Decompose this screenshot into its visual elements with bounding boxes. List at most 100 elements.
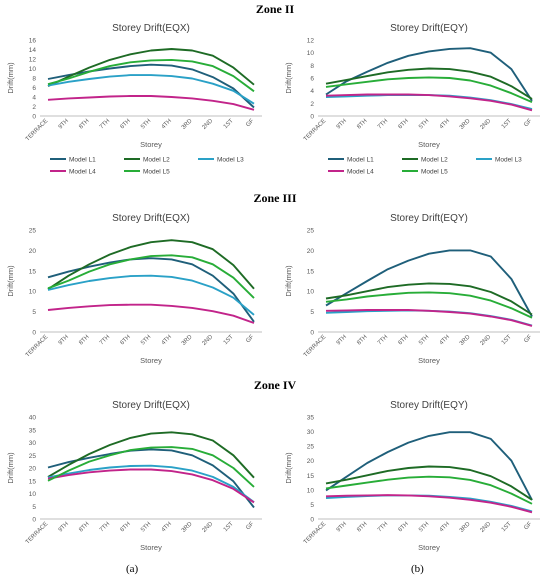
y-tick-label: 30 xyxy=(307,429,315,436)
y-tick-label: 10 xyxy=(29,491,37,498)
series-line-model-l5 xyxy=(325,291,533,319)
y-tick-label: 4 xyxy=(310,88,314,95)
y-tick-label: 0 xyxy=(310,517,314,524)
y-tick-label: 0 xyxy=(32,330,36,337)
series-line-model-l1 xyxy=(325,47,533,102)
chart-zone2-eqx: Storey Drift(EQX) 0 2 4 6 8 10 12 14 16 TERRACE 9TH… xyxy=(2,18,270,188)
legend-label-model-l5: Model L5 xyxy=(421,169,448,176)
x-tick-label: GF xyxy=(523,118,533,128)
y-tick-label: 6 xyxy=(310,76,314,83)
x-tick-label: 2ND xyxy=(479,521,492,534)
y-axis-label: Drift(mm) xyxy=(284,62,293,94)
y-tick-label: 5 xyxy=(310,502,314,509)
x-tick-label: GF xyxy=(523,521,533,531)
series-line-model-l4 xyxy=(325,309,533,327)
x-tick-label: 2ND xyxy=(479,334,492,347)
x-axis-label: Storey xyxy=(418,356,440,365)
chart-svg: Storey Drift(EQY) 0 5 10 15 20 25 TERRACE 9TH 8TH… xyxy=(284,213,540,365)
x-tick-label: 3RD xyxy=(459,118,472,131)
x-tick-label: TERRACE xyxy=(25,118,50,143)
chart-zone4-eqy: Storey Drift(EQY) 0 5 10 15 20 25 30 35 TERRACE 9T… xyxy=(280,395,548,555)
chart-svg: Storey Drift(EQX) 0 5 10 15 20 25 TERRACE 9TH 8TH… xyxy=(6,213,262,365)
x-tick-label: 9TH xyxy=(336,521,348,533)
chart-zone4-eqx: Storey Drift(EQX) 0 5 10 15 20 25 30 35 40 TERRACE… xyxy=(2,395,270,555)
chart-title: Storey Drift(EQX) xyxy=(112,400,190,411)
x-tick-label: 5TH xyxy=(418,521,430,533)
y-tick-label: 20 xyxy=(29,248,37,255)
x-tick-label: 1ST xyxy=(223,118,235,130)
x-tick-label: GF xyxy=(245,521,255,531)
x-tick-label: 4TH xyxy=(439,521,451,533)
series-line-model-l1 xyxy=(325,249,533,317)
y-tick-label: 6 xyxy=(32,85,36,92)
legend-label-model-l5: Model L5 xyxy=(143,169,170,176)
series-line-model-l4 xyxy=(325,93,533,112)
x-tick-label: 7TH xyxy=(377,118,389,130)
y-axis-label: Drift(mm) xyxy=(284,265,293,297)
x-tick-label: 6TH xyxy=(398,334,410,346)
x-tick-label: 4TH xyxy=(161,521,173,533)
x-tick-label: 8TH xyxy=(78,521,90,533)
series-line-model-l2 xyxy=(47,431,255,479)
y-tick-label: 25 xyxy=(307,228,315,235)
legend-label-model-l4: Model L4 xyxy=(347,169,374,176)
legend-label-model-l4: Model L4 xyxy=(69,169,96,176)
y-tick-label: 8 xyxy=(310,63,314,70)
y-tick-label: 8 xyxy=(32,76,36,83)
series-line-model-l5 xyxy=(47,58,255,93)
legend-label-model-l3: Model L3 xyxy=(217,157,244,164)
x-tick-label: TERRACE xyxy=(25,521,50,546)
zone-title-2: Zone II xyxy=(255,2,295,16)
legend-label-model-l3: Model L3 xyxy=(495,157,522,164)
series-line-model-l2 xyxy=(47,48,255,87)
series-line-model-l4 xyxy=(47,303,255,324)
series-line-model-l1 xyxy=(47,63,255,109)
series-line-model-l4 xyxy=(325,494,533,514)
x-tick-label: 4TH xyxy=(439,118,451,130)
zone-title-3: Zone III xyxy=(253,191,297,205)
series-line-model-l1 xyxy=(47,448,255,509)
x-tick-label: 8TH xyxy=(356,334,368,346)
y-tick-label: 10 xyxy=(307,50,315,57)
x-tick-label: 8TH xyxy=(356,118,368,130)
y-tick-label: 25 xyxy=(29,453,37,460)
series-line-model-l5 xyxy=(325,76,533,103)
y-tick-label: 0 xyxy=(310,114,314,121)
x-tick-label: 2ND xyxy=(479,118,492,131)
x-tick-label: 7TH xyxy=(99,521,111,533)
series-line-model-l1 xyxy=(325,431,533,501)
x-axis-label: Storey xyxy=(140,356,162,365)
caption-b: (b) xyxy=(411,563,424,575)
x-tick-label: 1ST xyxy=(501,521,513,533)
series-line-model-l3 xyxy=(47,464,255,503)
chart-title: Storey Drift(EQX) xyxy=(112,23,190,34)
x-tick-label: 6TH xyxy=(398,521,410,533)
x-tick-label: 9TH xyxy=(336,334,348,346)
series-line-model-l4 xyxy=(47,468,255,504)
series-line-model-l3 xyxy=(47,274,255,316)
series-line-model-l2 xyxy=(47,239,255,290)
x-tick-label: 5TH xyxy=(418,118,430,130)
x-tick-label: TERRACE xyxy=(303,334,328,359)
y-tick-label: 10 xyxy=(307,289,315,296)
chart-svg: Storey Drift(EQX) 0 2 4 6 8 10 12 14 16 TERRACE 9TH… xyxy=(6,23,262,176)
x-tick-label: 4TH xyxy=(161,118,173,130)
series-line-model-l5 xyxy=(47,254,255,299)
y-tick-label: 16 xyxy=(29,38,37,45)
y-tick-label: 5 xyxy=(32,309,36,316)
y-tick-label: 15 xyxy=(307,268,315,275)
x-tick-label: 6TH xyxy=(120,118,132,130)
y-tick-label: 15 xyxy=(29,268,37,275)
x-tick-label: 2ND xyxy=(201,118,214,131)
y-tick-label: 15 xyxy=(307,473,315,480)
x-tick-label: 3RD xyxy=(459,334,472,347)
x-tick-label: TERRACE xyxy=(303,118,328,143)
x-tick-label: 7TH xyxy=(377,334,389,346)
y-tick-label: 5 xyxy=(310,309,314,316)
chart-title: Storey Drift(EQY) xyxy=(390,400,468,411)
x-tick-label: 3RD xyxy=(181,334,194,347)
caption-a: (a) xyxy=(126,563,139,575)
x-tick-label: 5TH xyxy=(418,334,430,346)
y-tick-label: 4 xyxy=(32,95,36,102)
y-axis-label: Drift(mm) xyxy=(284,452,293,484)
